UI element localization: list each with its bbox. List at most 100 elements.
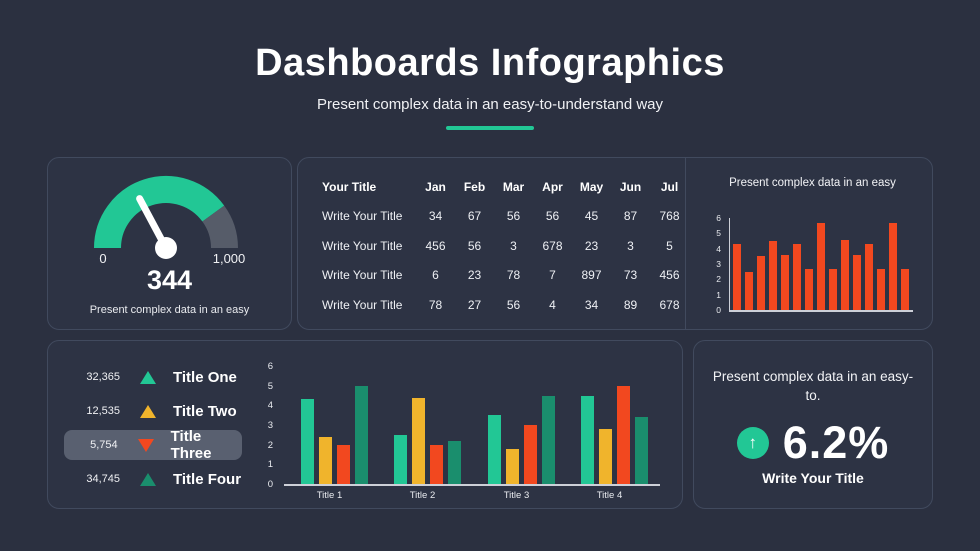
table-cell: 6 [432,268,439,283]
panel-divider [685,158,686,329]
gauge-empty-arc [202,205,238,249]
legend-item: 5,754 Title Three [64,428,242,462]
bar [889,222,897,310]
table-cell: 67 [467,209,482,224]
bar [301,399,314,484]
bar [745,271,753,310]
table-cell: 897 [581,268,602,283]
table-header-cell: Jan [425,179,446,194]
gauge-chart [94,176,238,259]
bar [542,395,555,484]
bar-group [581,385,648,484]
arrow-up-icon: ↑ [736,427,769,459]
table-cell: 678 [659,297,680,312]
triangle-down-icon [137,438,154,452]
bar [337,444,350,484]
table-cell: 78 [428,297,443,312]
bar [617,385,630,484]
table-header-cell: Mar [502,179,525,194]
y-tick-label: 5 [716,228,721,239]
table-row-label: Write Your Title [322,268,403,283]
table-cell: 56 [467,238,482,253]
gauge-caption: Present complex data in an easy [89,304,250,316]
triangle-up-icon [140,404,156,418]
y-tick-label: 6 [267,361,273,372]
kpi-text: Present complex data in an easy-to. [712,369,914,403]
grouped-chart-y-axis: 0 1 2 3 4 5 6 [251,361,281,490]
bar [841,239,849,310]
category-label: Title 3 [503,490,530,501]
table-header-cell: Jul [660,179,679,194]
kpi-panel: Present complex data in an easy-to. ↑ 6.… [693,340,933,509]
mini-chart-title: Present complex data in an easy [729,177,896,189]
table-header-cell: Feb [463,179,486,194]
table-cell: 678 [542,238,563,253]
bar [817,222,825,310]
bar [506,448,519,484]
table-header-cell: Your Title [322,179,377,194]
gauge-value: 344 [146,265,193,295]
title-underline-accent [446,126,534,130]
table-cell: 456 [659,268,680,283]
bar [901,268,909,310]
page-subtitle: Present complex data in an easy-to-under… [316,96,664,113]
bar [355,385,368,484]
data-table: Your Title Jan Feb Mar Apr May Jun Jul Write You… [322,172,689,320]
header: Dashboards Infographics Present complex … [0,42,980,130]
y-tick-label: 2 [267,439,273,451]
mini-chart-y-axis: 0 1 2 3 4 5 6 [701,213,725,315]
gauge-panel: 0 1,000 344 Present complex data in an e… [47,157,292,330]
gauge-max-label: 1,000 [212,251,246,266]
gauge-filled-arc [94,176,225,249]
y-tick-label: 0 [267,479,273,490]
table-cell: 56 [545,209,560,224]
legend-item: 12,535 Title Two [64,396,242,426]
bar-group [394,397,461,484]
page-title: Dashboards Infographics [255,42,725,84]
bar [793,244,801,310]
y-tick-label: 1 [267,459,273,471]
y-tick-label: 2 [716,274,721,285]
table-row-label: Write Your Title [322,209,403,224]
bar [769,241,777,310]
bar-group [301,385,368,484]
table-cell: 34 [428,209,443,224]
gauge-hub [155,237,177,259]
bar [430,444,443,484]
bar [599,428,612,484]
table-cell: 456 [425,238,446,253]
bar [733,244,741,310]
bar [448,440,461,484]
kpi-row: ↑ 6.2% [694,417,932,469]
table-cell: 89 [623,297,638,312]
kpi-value: 6.2% [782,417,890,468]
table-cell: 23 [584,238,599,253]
y-tick-label: 3 [267,420,273,431]
table-cell: 56 [506,297,521,312]
table-cell: 3 [627,238,634,253]
bar [635,417,648,484]
table-cell: 78 [506,268,521,283]
y-tick-label: 6 [716,213,721,223]
bar [865,244,873,310]
bar [412,397,425,484]
triangle-up-icon [140,472,156,486]
legend-value: 34,745 [86,473,120,485]
table-cell: 27 [467,297,482,312]
triangle-up-icon [140,370,156,384]
mini-bar-chart [729,218,913,312]
legend-value: 12,535 [86,405,120,417]
legend-value: 5,754 [90,439,118,451]
table-panel: Your Title Jan Feb Mar Apr May Jun Jul Write You… [297,157,933,330]
table-cell: 4 [549,297,556,312]
category-label: Title 4 [596,490,623,501]
grouped-bar-chart: Title 1 Title 2 Title 3 Title 4 [284,366,660,501]
bar [394,434,407,484]
y-tick-label: 5 [267,380,273,392]
table-cell: 56 [506,209,521,224]
table-cell: 34 [584,297,599,312]
legend-item: 32,365 Title One [64,362,242,392]
bar [877,268,885,310]
bar-group [488,395,555,484]
